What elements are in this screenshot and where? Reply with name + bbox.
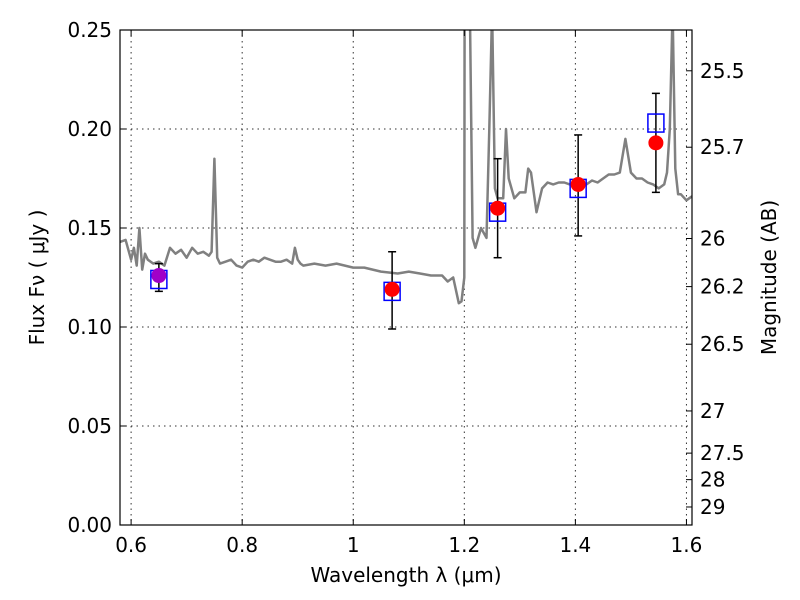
observed-flux-point: [384, 281, 400, 297]
model-photometry-square: [647, 113, 665, 133]
right-tick-label: 26: [700, 226, 725, 250]
y-tick-label: 0.20: [67, 117, 112, 141]
x-tick-label: 1.2: [448, 533, 480, 557]
grid-layer: [120, 30, 692, 525]
x-tick-label: 1.6: [671, 533, 703, 557]
right-tick-label: 28: [700, 468, 725, 492]
y-axis-label: Flux Fν ( μJy ): [25, 210, 49, 346]
x-axis-label: Wavelength λ (μm): [310, 563, 501, 587]
x-tick-label: 0.6: [115, 533, 147, 557]
observed-flux-point: [648, 135, 664, 151]
y-tick-label: 0.10: [67, 315, 112, 339]
right-axis-label: Magnitude (AB): [757, 200, 781, 355]
y-tick-label: 0.25: [67, 18, 112, 42]
right-tick-label: 26.2: [700, 275, 745, 299]
right-tick-label: 25.7: [700, 135, 745, 159]
model-spectrum-line: [120, 30, 692, 305]
y-tick-label: 0.05: [67, 414, 112, 438]
series-layer: [120, 30, 692, 330]
right-tick-label: 29: [700, 495, 725, 519]
right-tick-label: 25.5: [700, 59, 745, 83]
right-tick-label: 27.5: [700, 441, 745, 465]
x-tick-label: 1.4: [559, 533, 591, 557]
observed-flux-point: [151, 268, 167, 284]
y-tick-label: 0.00: [67, 513, 112, 537]
right-tick-label: 26.5: [700, 332, 745, 356]
x-tick-label: 0.8: [226, 533, 258, 557]
observed-flux-point: [490, 200, 506, 216]
observed-flux-point: [570, 176, 586, 192]
right-tick-label: 27: [700, 399, 725, 423]
axis-layer: 0.6 0.8 1 1.2 1.4 1.6 0.00 0.05 0.10 0.15 0.20 0.25…: [67, 18, 744, 557]
y-tick-label: 0.15: [67, 216, 112, 240]
plot-frame: [119, 29, 693, 526]
x-tick-label: 1: [347, 533, 360, 557]
